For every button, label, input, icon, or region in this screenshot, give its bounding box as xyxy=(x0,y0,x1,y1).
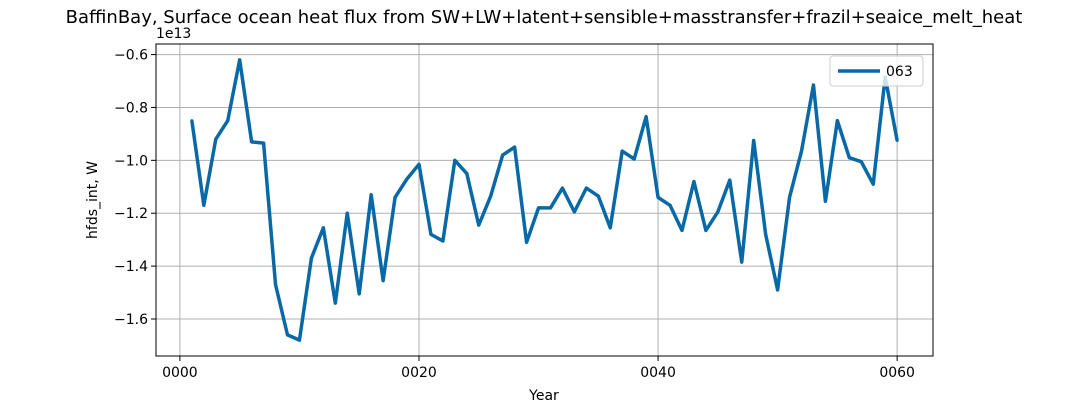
grid xyxy=(156,44,933,356)
data-point xyxy=(764,232,768,236)
data-point xyxy=(250,140,254,144)
data-point xyxy=(728,178,732,182)
data-point xyxy=(776,288,780,292)
data-point xyxy=(345,211,349,215)
x-tick-label: 0000 xyxy=(162,365,198,381)
x-axis-label: Year xyxy=(528,388,559,404)
data-point xyxy=(285,333,289,337)
series-layer xyxy=(190,58,899,342)
data-point xyxy=(309,256,313,260)
data-point xyxy=(214,137,218,141)
y-axis: −1.6 −1.4 −1.2 −1.0 −0.8 −0.6 xyxy=(114,48,156,328)
data-point xyxy=(238,58,242,62)
y-offset-label: 1e13 xyxy=(156,26,191,42)
data-point xyxy=(572,210,576,214)
data-point xyxy=(333,301,337,305)
data-point xyxy=(501,153,505,157)
data-point xyxy=(608,226,612,230)
data-point xyxy=(537,206,541,210)
y-tick-label: −1.4 xyxy=(114,259,148,275)
y-tick-label: −1.2 xyxy=(114,206,148,222)
data-point xyxy=(632,157,636,161)
data-point xyxy=(548,206,552,210)
data-point xyxy=(525,240,529,244)
data-point xyxy=(489,194,493,198)
y-tick-label: −1.6 xyxy=(114,312,148,328)
data-point xyxy=(668,203,672,207)
data-point xyxy=(381,279,385,283)
data-point xyxy=(417,162,421,166)
data-point xyxy=(752,139,756,143)
data-point xyxy=(369,193,373,197)
data-point xyxy=(811,83,815,87)
data-point xyxy=(644,115,648,119)
data-point xyxy=(704,228,708,232)
data-point xyxy=(788,195,792,199)
data-point xyxy=(835,119,839,123)
data-point xyxy=(596,194,600,198)
data-point xyxy=(859,160,863,164)
data-point xyxy=(405,177,409,181)
data-point xyxy=(680,228,684,232)
plot-frame xyxy=(155,43,934,357)
chart-title: BaffinBay, Surface ocean heat flux from … xyxy=(66,7,1023,28)
data-point xyxy=(716,210,720,214)
data-point xyxy=(871,182,875,186)
x-axis: 0000 0020 0040 0060 xyxy=(162,356,915,381)
legend: 063 xyxy=(829,55,924,87)
x-tick-label: 0040 xyxy=(640,365,676,381)
data-point xyxy=(465,172,469,176)
data-point xyxy=(226,119,230,123)
data-point xyxy=(393,195,397,199)
data-point xyxy=(477,223,481,227)
y-tick-label: −1.0 xyxy=(114,153,148,169)
data-point xyxy=(357,292,361,296)
x-tick-label: 0020 xyxy=(401,365,437,381)
data-point xyxy=(656,195,660,199)
data-point xyxy=(800,149,804,153)
data-point xyxy=(321,226,325,230)
y-tick-label: −0.6 xyxy=(114,48,148,64)
data-point xyxy=(895,139,899,143)
data-point xyxy=(823,199,827,203)
data-point xyxy=(453,158,457,162)
data-point xyxy=(190,119,194,123)
data-point xyxy=(262,141,266,145)
series-line-063 xyxy=(190,58,899,342)
data-point xyxy=(560,186,564,190)
data-point xyxy=(297,338,301,342)
data-point xyxy=(513,145,517,149)
data-point xyxy=(429,232,433,236)
data-point xyxy=(274,283,278,287)
legend-label: 063 xyxy=(886,64,913,80)
y-axis-label: hfds_int, W xyxy=(85,161,101,239)
y-tick-label: −0.8 xyxy=(114,100,148,116)
data-point xyxy=(692,179,696,183)
data-point xyxy=(847,156,851,160)
data-point xyxy=(584,186,588,190)
x-tick-label: 0060 xyxy=(879,365,915,381)
data-point xyxy=(620,149,624,153)
data-point xyxy=(441,239,445,243)
data-point xyxy=(202,203,206,207)
data-point xyxy=(740,260,744,264)
